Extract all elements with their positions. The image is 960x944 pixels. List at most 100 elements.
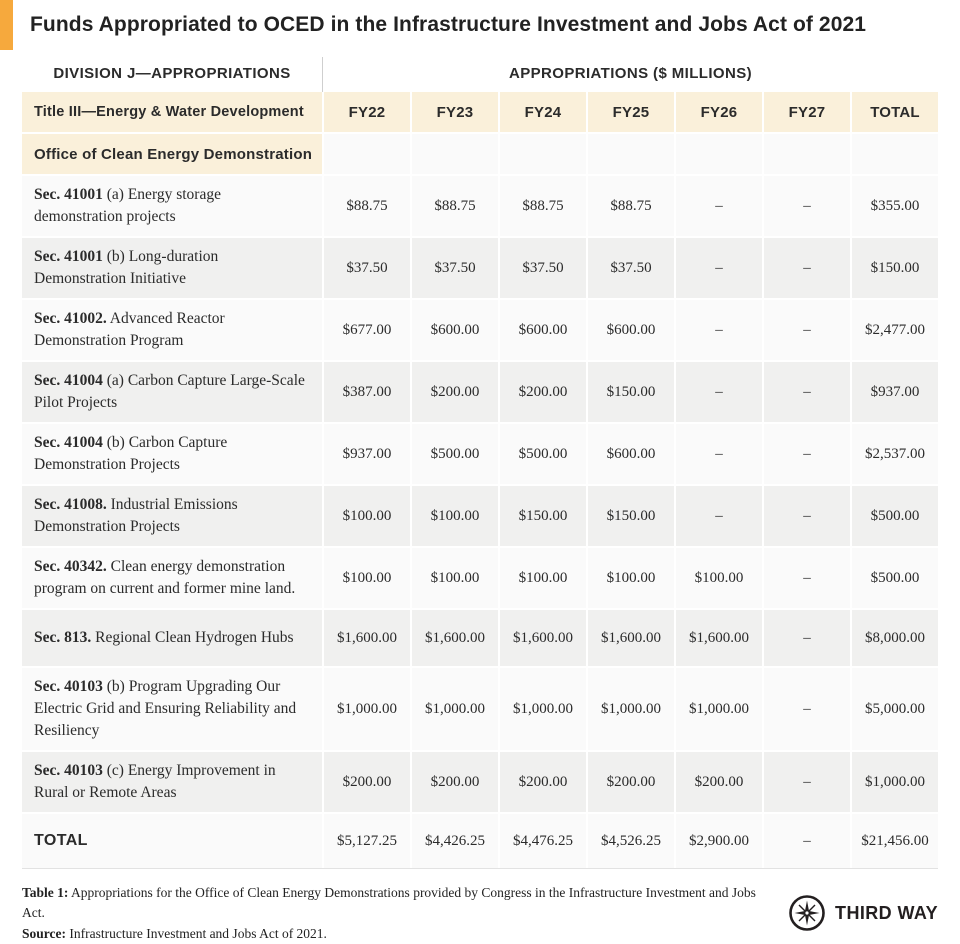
column-header-total: TOTAL bbox=[852, 92, 938, 132]
row-value-fy22: $100.00 bbox=[324, 486, 410, 546]
accent-bar bbox=[0, 0, 13, 50]
page-title: Funds Appropriated to OCED in the Infras… bbox=[30, 13, 867, 36]
total-value-fy24: $4,476.25 bbox=[500, 814, 586, 868]
row-value-fy22: $1,000.00 bbox=[324, 668, 410, 750]
row-value-fy27: – bbox=[764, 362, 850, 422]
caption-line: Table 1: Appropriations for the Office o… bbox=[22, 883, 775, 924]
row-label: Sec. 40103 (c) Energy Improvement in Rur… bbox=[22, 752, 322, 812]
row-value-fy24: $500.00 bbox=[500, 424, 586, 484]
caption-prefix: Table 1: bbox=[22, 885, 69, 900]
row-value-fy26: – bbox=[676, 424, 762, 484]
row-value-fy26: – bbox=[676, 238, 762, 298]
row-value-fy24: $200.00 bbox=[500, 362, 586, 422]
row-value-fy22: $88.75 bbox=[324, 176, 410, 236]
row-value-fy24: $200.00 bbox=[500, 752, 586, 812]
row-label: Sec. 40103 (b) Program Upgrading Our Ele… bbox=[22, 668, 322, 750]
row-value-fy24: $1,000.00 bbox=[500, 668, 586, 750]
row-value-fy22: $1,600.00 bbox=[324, 610, 410, 666]
total-value-fy22: $5,127.25 bbox=[324, 814, 410, 868]
row-value-total: $5,000.00 bbox=[852, 668, 938, 750]
row-value-total: $2,537.00 bbox=[852, 424, 938, 484]
row-label: Sec. 813. Regional Clean Hydrogen Hubs bbox=[22, 610, 322, 666]
row-label: Sec. 41001 (b) Long-duration Demonstrati… bbox=[22, 238, 322, 298]
row-value-fy25: $600.00 bbox=[588, 424, 674, 484]
row-value-fy23: $100.00 bbox=[412, 548, 498, 608]
column-header-title: Title III—Energy & Water Development bbox=[22, 92, 322, 132]
row-value-total: $937.00 bbox=[852, 362, 938, 422]
row-value-fy23: $1,000.00 bbox=[412, 668, 498, 750]
row-value-fy24: $37.50 bbox=[500, 238, 586, 298]
row-value-fy24: $88.75 bbox=[500, 176, 586, 236]
row-value-fy25: $200.00 bbox=[588, 752, 674, 812]
row-value-fy26: – bbox=[676, 362, 762, 422]
row-value-fy24: $150.00 bbox=[500, 486, 586, 546]
row-value-total: $1,000.00 bbox=[852, 752, 938, 812]
row-value-fy25: $150.00 bbox=[588, 486, 674, 546]
row-value-fy25: $88.75 bbox=[588, 176, 674, 236]
row-label: Sec. 41002. Advanced Reactor Demonstrati… bbox=[22, 300, 322, 360]
row-value-fy25: $37.50 bbox=[588, 238, 674, 298]
column-header-fy22: FY22 bbox=[324, 92, 410, 132]
table-group-header: DIVISION J—APPROPRIATIONS APPROPRIATIONS… bbox=[22, 57, 938, 92]
total-value-fy23: $4,426.25 bbox=[412, 814, 498, 868]
row-value-fy23: $500.00 bbox=[412, 424, 498, 484]
row-value-total: $150.00 bbox=[852, 238, 938, 298]
row-value-fy25: $150.00 bbox=[588, 362, 674, 422]
total-value-fy25: $4,526.25 bbox=[588, 814, 674, 868]
row-value-fy27: – bbox=[764, 238, 850, 298]
row-value-total: $8,000.00 bbox=[852, 610, 938, 666]
group-header-appropriations: APPROPRIATIONS ($ MILLIONS) bbox=[508, 65, 753, 82]
group-header-division: DIVISION J—APPROPRIATIONS bbox=[22, 57, 323, 92]
column-header-fy27: FY27 bbox=[764, 92, 850, 132]
row-value-fy22: $37.50 bbox=[324, 238, 410, 298]
column-header-fy25: FY25 bbox=[588, 92, 674, 132]
total-value-fy26: $2,900.00 bbox=[676, 814, 762, 868]
row-label: Sec. 40342. Clean energy demonstration p… bbox=[22, 548, 322, 608]
total-value-total: $21,456.00 bbox=[852, 814, 938, 868]
row-value-total: $2,477.00 bbox=[852, 300, 938, 360]
row-label: Sec. 41004 (a) Carbon Capture Large-Scal… bbox=[22, 362, 322, 422]
compass-star-icon bbox=[789, 895, 825, 932]
row-label: Sec. 41008. Industrial Emissions Demonst… bbox=[22, 486, 322, 546]
section-row-empty-cell bbox=[588, 134, 674, 174]
row-value-fy22: $200.00 bbox=[324, 752, 410, 812]
row-value-fy27: – bbox=[764, 176, 850, 236]
row-value-fy27: – bbox=[764, 610, 850, 666]
row-value-fy25: $600.00 bbox=[588, 300, 674, 360]
row-value-fy27: – bbox=[764, 300, 850, 360]
row-value-fy24: $100.00 bbox=[500, 548, 586, 608]
row-value-fy22: $387.00 bbox=[324, 362, 410, 422]
row-value-fy23: $100.00 bbox=[412, 486, 498, 546]
row-value-fy26: $200.00 bbox=[676, 752, 762, 812]
row-value-fy25: $100.00 bbox=[588, 548, 674, 608]
section-row-empty-cell bbox=[676, 134, 762, 174]
row-value-fy23: $1,600.00 bbox=[412, 610, 498, 666]
row-value-fy26: $1,600.00 bbox=[676, 610, 762, 666]
row-value-fy22: $937.00 bbox=[324, 424, 410, 484]
source-text: Infrastructure Investment and Jobs Act o… bbox=[66, 925, 327, 941]
brand-name: THIRD WAY bbox=[835, 902, 938, 923]
column-header-fy24: FY24 bbox=[500, 92, 586, 132]
page-footer: Table 1: Appropriations for the Office o… bbox=[22, 883, 938, 944]
row-label: Sec. 41001 (a) Energy storage demonstrat… bbox=[22, 176, 322, 236]
row-value-fy23: $37.50 bbox=[412, 238, 498, 298]
row-value-fy22: $100.00 bbox=[324, 548, 410, 608]
source-line: Source: Infrastructure Investment and Jo… bbox=[22, 924, 775, 944]
table-caption: Table 1: Appropriations for the Office o… bbox=[22, 883, 775, 944]
row-value-fy26: – bbox=[676, 486, 762, 546]
section-row-empty-cell bbox=[412, 134, 498, 174]
third-way-logo: THIRD WAY bbox=[775, 893, 938, 933]
row-value-fy23: $200.00 bbox=[412, 362, 498, 422]
row-value-fy24: $600.00 bbox=[500, 300, 586, 360]
row-value-fy27: – bbox=[764, 548, 850, 608]
row-value-fy27: – bbox=[764, 424, 850, 484]
section-row-empty-cell bbox=[852, 134, 938, 174]
row-value-fy23: $200.00 bbox=[412, 752, 498, 812]
row-value-total: $500.00 bbox=[852, 486, 938, 546]
row-value-fy22: $677.00 bbox=[324, 300, 410, 360]
section-row-label: Office of Clean Energy Demonstration bbox=[22, 134, 322, 174]
row-value-fy26: $1,000.00 bbox=[676, 668, 762, 750]
row-value-fy26: – bbox=[676, 176, 762, 236]
column-header-fy23: FY23 bbox=[412, 92, 498, 132]
row-value-fy27: – bbox=[764, 668, 850, 750]
